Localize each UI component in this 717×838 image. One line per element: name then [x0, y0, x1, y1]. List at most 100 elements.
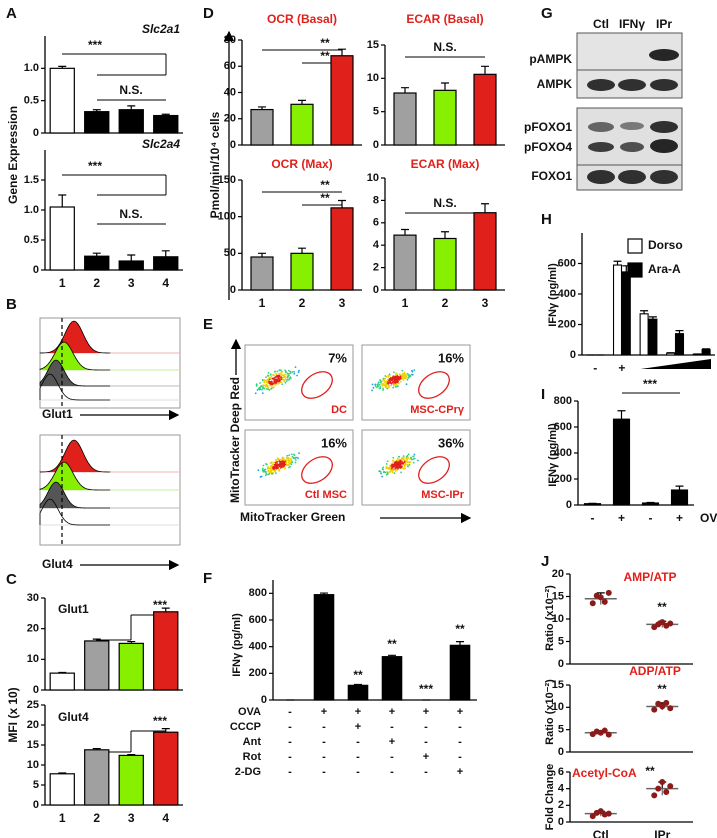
cell-dot — [408, 464, 411, 466]
panel-letter: E — [203, 316, 213, 333]
chart-title: Slc2a1 — [142, 22, 180, 36]
bar — [153, 256, 179, 271]
cell-dot — [270, 466, 273, 468]
error-bar — [456, 641, 464, 646]
error-bar — [675, 485, 684, 491]
panel-letter: D — [203, 5, 214, 22]
cell-dot — [378, 384, 381, 386]
cell-dot — [389, 382, 392, 384]
y-tick-label: 0 — [261, 694, 267, 706]
blot-band — [650, 79, 678, 91]
y-tick-label: 20 — [27, 623, 39, 635]
condition-sign: - — [288, 766, 292, 778]
x-tick-label: 2 — [93, 811, 100, 825]
bar — [701, 349, 711, 356]
cell-dot — [397, 380, 399, 383]
lane-label: Ctl — [593, 17, 609, 31]
cell-dot — [275, 379, 278, 382]
x-tick-label: Ctl — [593, 828, 609, 838]
data-point — [597, 594, 604, 601]
y-tick-label: 0 — [33, 684, 39, 696]
y-tick-label: 10 — [552, 613, 564, 625]
bar — [118, 642, 144, 691]
condition-sign: - — [322, 721, 326, 733]
cell-dot — [290, 457, 293, 460]
cell-dot — [283, 379, 285, 381]
bar — [612, 264, 623, 356]
marker-label: Glut4 — [42, 557, 73, 571]
gate-percent: 36% — [438, 435, 464, 450]
data-point — [605, 589, 612, 596]
y-tick-label: 0 — [33, 264, 39, 276]
cell-dot — [404, 463, 407, 465]
cell-dot — [286, 375, 289, 378]
bar — [250, 256, 274, 291]
condition-sign: + — [457, 766, 463, 778]
y-tick-label: 10 — [367, 72, 379, 84]
cell-dot — [387, 374, 390, 377]
cell-dot — [395, 468, 398, 471]
significance-label: ** — [455, 622, 465, 636]
cell-dot — [413, 453, 416, 456]
cell-dot — [372, 386, 375, 389]
cell-dot — [265, 383, 268, 386]
condition-sign: - — [322, 766, 326, 778]
cell-dot — [258, 387, 261, 389]
cell-dot — [269, 384, 271, 387]
condition-sign: + — [355, 721, 361, 733]
y-axis-label: Ratio (x10⁻²) — [544, 585, 556, 651]
y-tick-label: 0 — [33, 127, 39, 139]
data-point — [667, 705, 674, 712]
bar — [449, 644, 471, 701]
cell-dot — [273, 377, 276, 379]
cell-dot — [386, 378, 389, 381]
chart-title: Acetyl-CoA — [572, 766, 637, 780]
error-bar — [58, 194, 67, 207]
cell-dot — [384, 471, 387, 474]
cell-dot — [377, 385, 380, 388]
error-bar — [161, 607, 170, 612]
cell-dot — [388, 373, 391, 376]
error-bar — [481, 65, 489, 75]
y-tick-label: 20 — [552, 568, 564, 580]
cell-dot — [265, 472, 268, 475]
cell-dot — [279, 462, 281, 465]
gate — [418, 456, 450, 484]
cell-dot — [289, 372, 292, 375]
y-tick-label: 200 — [249, 667, 267, 679]
y-tick-label: 0 — [570, 349, 576, 361]
error-bar — [58, 671, 67, 674]
cell-dot — [264, 474, 267, 477]
cell-dot — [282, 460, 285, 463]
significance-label: ** — [320, 178, 330, 192]
cell-dot — [291, 455, 294, 458]
bar — [674, 333, 685, 356]
significance-label: *** — [419, 682, 433, 696]
cell-dot — [410, 456, 412, 459]
cell-dot — [267, 375, 269, 377]
error-bar — [640, 310, 649, 314]
x-tick-label: 1 — [59, 276, 66, 290]
y-axis-label: IFNγ (pg/ml) — [231, 613, 243, 677]
cell-dot — [264, 468, 267, 471]
bar — [313, 594, 335, 701]
x-tick-label: 4 — [162, 276, 169, 290]
cell-dot — [371, 389, 373, 392]
histogram — [39, 439, 111, 473]
cell-dot — [261, 467, 264, 470]
bar — [621, 271, 631, 356]
x-tick-label: 4 — [162, 811, 169, 825]
cell-dot — [290, 453, 293, 456]
cell-dot — [264, 385, 267, 388]
cell-dot — [278, 460, 281, 462]
cell-dot — [413, 457, 416, 460]
cell-dot — [385, 463, 388, 465]
x-tick-label: - — [593, 361, 597, 375]
cell-dot — [381, 468, 384, 470]
cell-dot — [281, 374, 284, 377]
x-tick-label: + — [618, 511, 625, 525]
bar — [473, 212, 497, 291]
cell-dot — [393, 377, 396, 380]
cell-dot — [266, 467, 269, 469]
blot-band — [618, 79, 646, 91]
